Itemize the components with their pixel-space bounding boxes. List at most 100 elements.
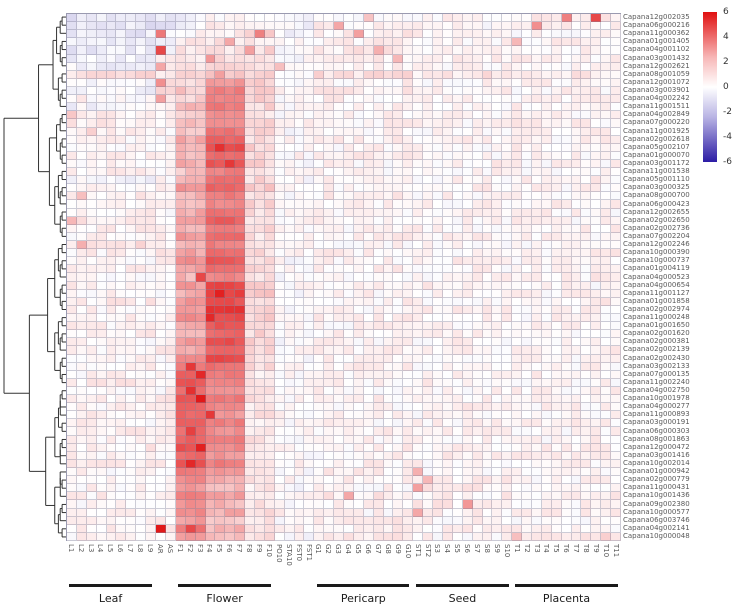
heatmap-cell	[76, 289, 87, 298]
heatmap-cell	[482, 46, 493, 55]
gene-label: Capana08g001059	[623, 69, 690, 78]
heatmap-cell	[601, 532, 612, 541]
heatmap-cell	[611, 427, 621, 436]
heatmap-cell	[324, 346, 335, 355]
heatmap-cell	[353, 451, 364, 460]
heatmap-cell	[245, 14, 255, 23]
heatmap-cell	[601, 111, 612, 120]
heatmap-cell	[403, 22, 414, 31]
heatmap-cell	[591, 176, 602, 185]
heatmap-cell	[581, 70, 592, 79]
heatmap-cell	[413, 86, 424, 96]
heatmap-cell	[264, 265, 275, 274]
heatmap-cell	[304, 476, 315, 485]
heatmap-cell	[284, 95, 295, 104]
heatmap-cell	[156, 322, 166, 331]
heatmap-cell	[274, 338, 285, 347]
heatmap-cell	[512, 403, 523, 412]
gene-label: Capana02g000779	[623, 475, 690, 484]
heatmap-cell	[254, 395, 265, 404]
heatmap-cell	[353, 127, 364, 136]
heatmap-cell	[492, 38, 503, 47]
heatmap-cell	[156, 54, 166, 63]
heatmap-cell	[482, 443, 493, 452]
heatmap-cell	[561, 338, 572, 347]
heatmap-cell	[512, 257, 523, 266]
heatmap-cell	[264, 443, 275, 452]
heatmap-cell	[274, 54, 285, 63]
heatmap-cell	[185, 508, 196, 517]
heatmap-cell	[334, 362, 344, 371]
heatmap-cell	[96, 143, 107, 152]
heatmap-cell	[106, 159, 117, 169]
heatmap-cell	[156, 257, 166, 266]
heatmap-cell	[502, 86, 513, 96]
heatmap-cell	[86, 305, 97, 314]
heatmap-cell	[393, 46, 404, 55]
heatmap-cell	[482, 468, 493, 477]
heatmap-cell	[195, 354, 206, 363]
heatmap-cell	[512, 176, 523, 185]
sample-label: F8	[245, 544, 254, 553]
gene-label: Capana02g002430	[623, 353, 690, 362]
heatmap-cell	[136, 273, 147, 282]
heatmap-cell	[561, 14, 572, 23]
heatmap-cell	[442, 46, 453, 55]
heatmap-cell	[353, 378, 364, 387]
heatmap-cell	[611, 395, 621, 404]
heatmap-cell	[423, 500, 434, 509]
heatmap-cell	[561, 435, 572, 444]
heatmap-cell	[284, 508, 295, 517]
heatmap-cell	[452, 30, 463, 39]
heatmap-cell	[541, 216, 552, 225]
heatmap-cell	[106, 492, 117, 501]
heatmap-cell	[492, 119, 503, 128]
sample-label: AR	[155, 544, 164, 554]
heatmap-cell	[611, 151, 621, 160]
heatmap-cell	[324, 30, 335, 39]
heatmap-cell	[96, 249, 107, 258]
heatmap-cell	[274, 38, 285, 47]
heatmap-cell	[561, 313, 572, 323]
heatmap-cell	[235, 22, 246, 31]
heatmap-cell	[106, 508, 117, 517]
heatmap-cell	[393, 484, 404, 493]
heatmap-cell	[136, 476, 147, 485]
heatmap-cell	[561, 484, 572, 493]
heatmap-cell	[195, 192, 206, 201]
heatmap-cell	[452, 508, 463, 517]
heatmap-cell	[442, 354, 453, 363]
heatmap-cell	[314, 249, 325, 258]
heatmap-cell	[373, 119, 384, 128]
heatmap-cell	[284, 241, 295, 250]
heatmap-cell	[442, 459, 453, 469]
heatmap-cell	[551, 281, 562, 290]
heatmap-cell	[126, 119, 137, 128]
heatmap-cell	[294, 14, 305, 23]
heatmap-cell	[195, 249, 206, 258]
heatmap-cell	[324, 265, 335, 274]
heatmap-cell	[403, 322, 414, 331]
heatmap-cell	[314, 346, 325, 355]
heatmap-cell	[541, 95, 552, 104]
heatmap-cell	[136, 62, 147, 71]
heatmap-cell	[86, 135, 97, 144]
heatmap-cell	[344, 38, 354, 47]
heatmap-cell	[67, 395, 77, 404]
heatmap-cell	[571, 159, 582, 169]
heatmap-cell	[334, 103, 344, 112]
heatmap-cell	[541, 532, 552, 541]
heatmap-cell	[175, 305, 186, 314]
heatmap-cell	[304, 249, 315, 258]
heatmap-cell	[76, 168, 87, 177]
heatmap-cell	[185, 524, 196, 533]
heatmap-cell	[353, 119, 364, 128]
heatmap-cell	[531, 46, 542, 55]
heatmap-cell	[146, 403, 157, 412]
heatmap-cell	[86, 103, 97, 112]
heatmap-cell	[452, 95, 463, 104]
heatmap-cell	[522, 508, 532, 517]
heatmap-cell	[304, 338, 315, 347]
heatmap-cell	[86, 346, 97, 355]
heatmap-cell	[393, 508, 404, 517]
